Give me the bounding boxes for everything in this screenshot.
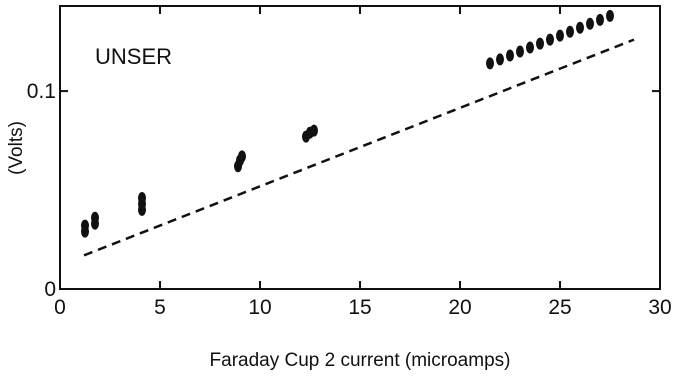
x-tick-label: 0 [54,296,66,319]
reference-dashed-line [83,38,635,257]
data-point [506,49,514,62]
x-tick-label: 25 [548,296,571,319]
data-point [546,33,554,46]
data-point [516,45,524,58]
data-marks [81,9,635,257]
data-point [576,21,584,34]
data-point [596,13,604,26]
y-axis-label: (Volts) [6,121,27,175]
x-axis-label: Faraday Cup 2 current (microamps) [210,350,511,371]
x-tick-label: 5 [154,296,166,319]
data-point [556,29,564,42]
y-tick-label: 0.1 [27,80,56,103]
data-point [238,150,246,163]
annotation-unser: UNSER [95,44,172,69]
data-point [536,37,544,50]
axis-ticks [59,6,661,290]
x-tick-label: 10 [248,296,271,319]
y-tick-label: 0 [44,278,56,301]
data-point [606,9,614,22]
data-point [81,219,89,232]
axis-tick-labels: 0 5 10 15 20 25 30 0 0.1 [27,80,672,319]
data-point [486,57,494,70]
x-tick-label: 30 [648,296,671,319]
x-tick-label: 15 [348,296,371,319]
data-point [566,25,574,38]
data-point [310,124,318,137]
data-point [586,17,594,30]
x-tick-label: 20 [448,296,471,319]
data-point [496,53,504,66]
data-point [138,191,146,204]
data-point [91,211,99,224]
data-point [526,41,534,54]
